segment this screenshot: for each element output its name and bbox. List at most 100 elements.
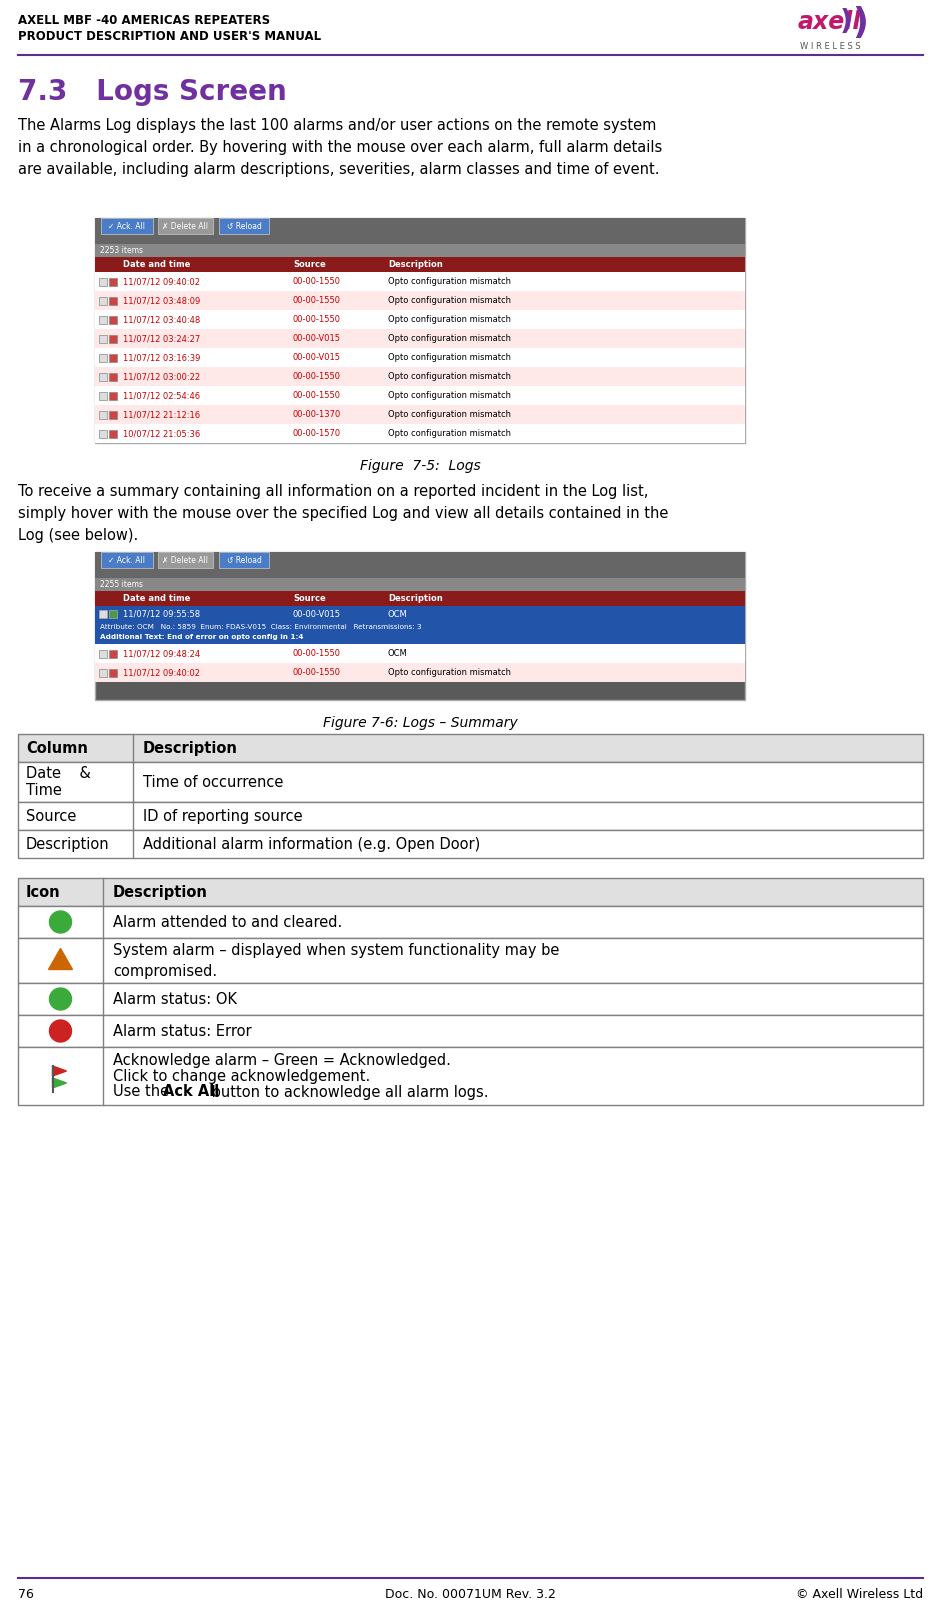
Text: System alarm – displayed when system functionality may be
compromised.: System alarm – displayed when system fun… bbox=[113, 942, 559, 979]
Bar bbox=[95, 271, 745, 291]
Text: 11/07/12 02:54:46: 11/07/12 02:54:46 bbox=[123, 392, 200, 400]
Polygon shape bbox=[53, 1066, 67, 1075]
Text: Column: Column bbox=[26, 740, 88, 756]
Bar bbox=[99, 610, 107, 618]
Text: The Alarms Log displays the last 100 alarms and/or user actions on the remote sy: The Alarms Log displays the last 100 ala… bbox=[18, 119, 662, 178]
Text: 00-00-V015: 00-00-V015 bbox=[293, 334, 341, 343]
Text: Opto configuration mismatch: Opto configuration mismatch bbox=[388, 353, 511, 363]
Text: Ack All: Ack All bbox=[163, 1085, 219, 1099]
Bar bbox=[95, 218, 745, 244]
Text: 11/07/12 03:24:27: 11/07/12 03:24:27 bbox=[123, 334, 200, 343]
Bar bbox=[95, 329, 745, 348]
Text: Opto configuration mismatch: Opto configuration mismatch bbox=[388, 315, 511, 324]
Text: 00-00-1550: 00-00-1550 bbox=[293, 668, 341, 677]
Text: Opto configuration mismatch: Opto configuration mismatch bbox=[388, 372, 511, 380]
Text: To receive a summary containing all information on a reported incident in the Lo: To receive a summary containing all info… bbox=[18, 485, 668, 544]
Text: 00-00-1550: 00-00-1550 bbox=[293, 278, 341, 286]
Bar bbox=[109, 430, 117, 438]
Text: Additional alarm information (e.g. Open Door): Additional alarm information (e.g. Open … bbox=[143, 836, 480, 852]
Bar bbox=[95, 591, 745, 607]
Text: Source: Source bbox=[293, 594, 326, 602]
Text: !: ! bbox=[57, 955, 64, 968]
Bar bbox=[99, 392, 107, 400]
Bar bbox=[95, 291, 745, 310]
Text: Click to change acknowledgement.: Click to change acknowledgement. bbox=[113, 1069, 370, 1083]
Text: Figure  7-5:  Logs: Figure 7-5: Logs bbox=[359, 459, 480, 473]
Text: ✗ Delete All: ✗ Delete All bbox=[163, 221, 209, 231]
Text: 11/07/12 03:40:48: 11/07/12 03:40:48 bbox=[123, 315, 200, 324]
Text: 11/07/12 09:55:58: 11/07/12 09:55:58 bbox=[123, 610, 200, 618]
Bar bbox=[99, 372, 107, 380]
Text: Description: Description bbox=[113, 884, 208, 899]
Text: Date and time: Date and time bbox=[123, 594, 190, 602]
Bar bbox=[18, 878, 923, 905]
Text: 11/07/12 03:48:09: 11/07/12 03:48:09 bbox=[123, 295, 200, 305]
Bar bbox=[95, 552, 745, 578]
Bar bbox=[95, 385, 745, 404]
Text: ✓: ✓ bbox=[55, 915, 66, 929]
Bar bbox=[219, 552, 269, 568]
Bar bbox=[158, 218, 213, 234]
Text: 11/07/12 09:48:24: 11/07/12 09:48:24 bbox=[123, 648, 200, 658]
Text: 11/07/12 09:40:02: 11/07/12 09:40:02 bbox=[123, 668, 200, 677]
Text: 7.3   Logs Screen: 7.3 Logs Screen bbox=[18, 79, 287, 106]
Bar bbox=[95, 607, 745, 644]
Text: 11/07/12 03:16:39: 11/07/12 03:16:39 bbox=[123, 353, 200, 363]
Bar bbox=[109, 392, 117, 400]
Bar bbox=[18, 802, 923, 830]
Text: OCM: OCM bbox=[388, 648, 407, 658]
Bar bbox=[109, 316, 117, 324]
Text: Source: Source bbox=[26, 809, 76, 823]
Text: 2253 items: 2253 items bbox=[100, 246, 143, 255]
Text: Opto configuration mismatch: Opto configuration mismatch bbox=[388, 429, 511, 438]
Text: Alarm status: OK: Alarm status: OK bbox=[113, 992, 237, 1006]
Bar bbox=[99, 335, 107, 343]
Text: 00-00-1550: 00-00-1550 bbox=[293, 392, 341, 400]
Text: 00-00-V015: 00-00-V015 bbox=[293, 610, 341, 618]
Bar bbox=[95, 310, 745, 329]
Text: AXELL MBF -40 AMERICAS REPEATERS: AXELL MBF -40 AMERICAS REPEATERS bbox=[18, 14, 270, 27]
Text: Description: Description bbox=[388, 260, 443, 268]
Bar bbox=[101, 552, 153, 568]
Bar bbox=[109, 669, 117, 677]
Circle shape bbox=[50, 989, 72, 1010]
Bar bbox=[99, 430, 107, 438]
Text: Figure 7-6: Logs – Summary: Figure 7-6: Logs – Summary bbox=[323, 716, 518, 730]
Text: ID of reporting source: ID of reporting source bbox=[143, 809, 303, 823]
Text: ✗: ✗ bbox=[55, 1024, 66, 1038]
Text: 10/07/12 21:05:36: 10/07/12 21:05:36 bbox=[123, 429, 200, 438]
Text: Use the: Use the bbox=[113, 1085, 174, 1099]
Bar bbox=[18, 1014, 923, 1046]
Text: 2255 items: 2255 items bbox=[100, 579, 143, 589]
Text: PRODUCT DESCRIPTION AND USER'S MANUAL: PRODUCT DESCRIPTION AND USER'S MANUAL bbox=[18, 30, 321, 43]
Polygon shape bbox=[49, 949, 72, 969]
Text: 11/07/12 09:40:02: 11/07/12 09:40:02 bbox=[123, 278, 200, 286]
Text: ✓: ✓ bbox=[55, 992, 66, 1006]
Bar bbox=[109, 650, 117, 658]
Text: Icon: Icon bbox=[26, 884, 60, 899]
Text: 00-00-V015: 00-00-V015 bbox=[293, 353, 341, 363]
Text: Description: Description bbox=[143, 740, 238, 756]
Bar bbox=[18, 937, 923, 982]
Text: © Axell Wireless Ltd: © Axell Wireless Ltd bbox=[796, 1587, 923, 1600]
Text: Description: Description bbox=[388, 594, 443, 602]
Text: Opto configuration mismatch: Opto configuration mismatch bbox=[388, 392, 511, 400]
Bar bbox=[99, 316, 107, 324]
Polygon shape bbox=[53, 1079, 67, 1088]
Text: Additional Text: End of error on opto config in 1:4: Additional Text: End of error on opto co… bbox=[100, 634, 303, 640]
Bar bbox=[95, 404, 745, 424]
Text: W I R E L E S S: W I R E L E S S bbox=[800, 42, 861, 51]
Bar bbox=[95, 424, 745, 443]
Bar bbox=[99, 411, 107, 419]
Text: Date and time: Date and time bbox=[123, 260, 190, 268]
Bar bbox=[109, 335, 117, 343]
Bar bbox=[95, 552, 745, 700]
Bar bbox=[99, 278, 107, 286]
Bar bbox=[95, 368, 745, 385]
Text: Alarm status: Error: Alarm status: Error bbox=[113, 1024, 251, 1038]
Bar bbox=[95, 663, 745, 682]
Circle shape bbox=[50, 912, 72, 933]
Text: ✗ Delete All: ✗ Delete All bbox=[163, 555, 209, 565]
Bar bbox=[18, 733, 923, 762]
Bar bbox=[101, 218, 153, 234]
